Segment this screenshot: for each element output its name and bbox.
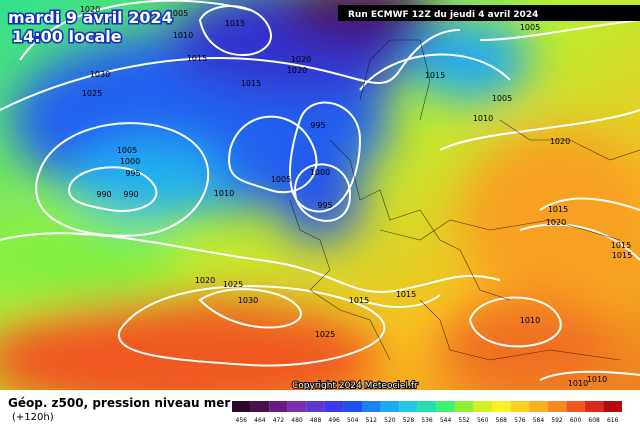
isobar-label: 1030	[90, 70, 110, 79]
colorbar-label: 504	[347, 417, 359, 424]
isobar-label: 1015	[548, 205, 568, 214]
isobar-label: 1005	[492, 94, 512, 103]
colorbar-swatch	[324, 401, 344, 412]
isobar-label: 1015	[225, 19, 245, 28]
colorbar-label: 528	[403, 417, 415, 424]
isobar-label: 1010	[173, 31, 193, 40]
colorbar-swatch	[232, 401, 251, 412]
colorbar: 456 464 472 480 488 496 504 512 520 528 536 544 552 5…	[232, 401, 622, 424]
colorbar-swatch	[250, 401, 270, 412]
colorbar-label: 488	[310, 417, 322, 424]
isobar-label: 1015	[611, 241, 631, 250]
isobar-label: 1015	[187, 54, 207, 63]
forecast-date: mardi 9 avril 2024	[8, 8, 173, 27]
isobar-label: 1030	[238, 296, 258, 305]
isobar-label: 995	[125, 169, 140, 178]
colorbar-swatch	[510, 401, 530, 412]
colorbar-swatch	[269, 401, 288, 412]
colorbar-swatch	[584, 401, 604, 412]
colorbar-label: 616	[607, 417, 619, 424]
colorbar-label: 600	[570, 417, 582, 424]
isobar-label: 1020	[550, 137, 570, 146]
colorbar-swatch	[362, 401, 381, 412]
colorbar-swatch	[529, 401, 548, 412]
colorbar-label: 472	[273, 417, 285, 424]
isobar-labels: 1020 100510101015101510301025101510201020…	[80, 5, 632, 388]
colorbar-swatch	[380, 401, 400, 412]
isobar-label: 1010	[587, 375, 607, 384]
colorbar-label: 552	[458, 417, 470, 424]
colorbar-swatch	[566, 401, 585, 412]
colorbar-swatch	[603, 401, 622, 412]
colorbar-label: 496	[328, 417, 340, 424]
isobar-label: 1000	[120, 157, 140, 166]
isobar-label: 1015	[349, 296, 369, 305]
isobar-label: 1020	[546, 218, 566, 227]
colorbar-label: 480	[291, 417, 303, 424]
isobar-label: 1025	[223, 280, 243, 289]
isobar-label: 1010	[568, 379, 588, 388]
isobar-label: 1015	[396, 290, 416, 299]
isobar-label: 1015	[241, 79, 261, 88]
footer-lead: (+120h)	[12, 412, 54, 423]
run-box	[338, 5, 640, 21]
isobar-label: 1015	[425, 71, 445, 80]
forecast-time: 14:00 locale	[12, 27, 122, 46]
isobar-label: 990	[123, 190, 138, 199]
colorbar-label: 560	[477, 417, 489, 424]
colorbar-swatch	[306, 401, 325, 412]
colorbar-label: 608	[588, 417, 600, 424]
colorbar-label: 584	[533, 417, 545, 424]
footer-title: Géop. z500, pression niveau mer	[8, 396, 230, 410]
isobar-label: 1025	[82, 89, 102, 98]
colorbar-swatch	[343, 401, 362, 412]
isobar-label: 995	[310, 121, 325, 130]
colorbar-label: 456	[236, 417, 248, 424]
isobar-label: 1010	[520, 316, 540, 325]
colorbar-label: 464	[254, 417, 266, 424]
colorbar-label: 536	[421, 417, 433, 424]
colorbar-label: 520	[384, 417, 396, 424]
isobar-label: 1020	[287, 66, 307, 75]
isobar-label: 1005	[520, 23, 540, 32]
colorbar-label: 592	[551, 417, 563, 424]
isobar-label: 1020	[80, 5, 100, 14]
isobar-label: 1005	[271, 175, 291, 184]
colorbar-swatch	[492, 401, 511, 412]
isobar-label: 1010	[473, 114, 493, 123]
colorbar-swatch	[287, 401, 307, 412]
colorbar-label: 568	[496, 417, 508, 424]
colorbar-swatch	[436, 401, 455, 412]
colorbar-swatch	[417, 401, 437, 412]
colorbar-label: 544	[440, 417, 452, 424]
colorbar-swatch	[454, 401, 474, 412]
isobar-label: 1025	[315, 330, 335, 339]
colorbar-label: 576	[514, 417, 526, 424]
run-info: Run ECMWF 12Z du jeudi 4 avril 2024	[348, 10, 538, 20]
isobar-label: 995	[317, 201, 332, 210]
isobar-label: 1005	[117, 146, 137, 155]
colorbar-swatch	[547, 401, 567, 412]
colorbar-label: 512	[366, 417, 378, 424]
isobar-label: 1005	[168, 9, 188, 18]
isobar-label: 1010	[214, 189, 234, 198]
isobar-label: 1020	[291, 55, 311, 64]
isobar-label: 1000	[310, 168, 330, 177]
copyright: Copyright 2024 Meteociel.fr	[292, 381, 418, 391]
colorbar-swatch	[399, 401, 418, 412]
colorbar-swatch	[473, 401, 492, 412]
isobar-label: 1020	[195, 276, 215, 285]
isobar-label: 990	[96, 190, 111, 199]
isobar-label: 1015	[612, 251, 632, 260]
